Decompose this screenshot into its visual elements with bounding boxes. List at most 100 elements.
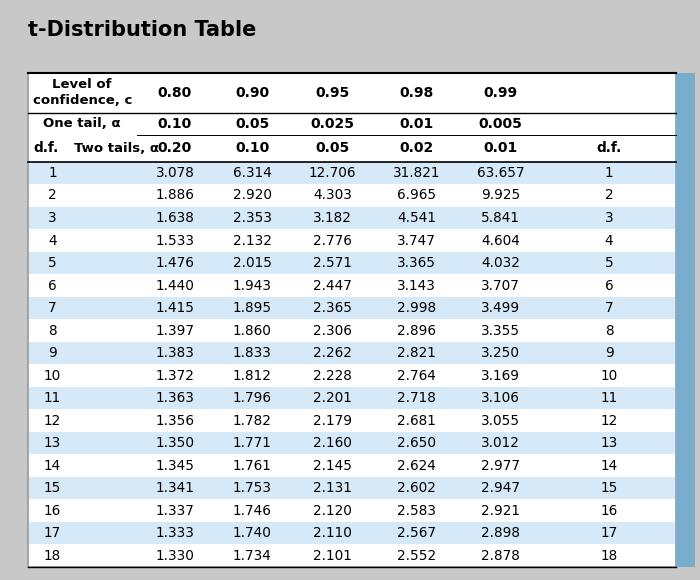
Text: 15: 15 — [44, 481, 61, 495]
Text: 0.80: 0.80 — [158, 86, 192, 100]
Text: 13: 13 — [601, 436, 617, 450]
Text: 2.567: 2.567 — [397, 527, 436, 541]
Text: 18: 18 — [44, 549, 61, 563]
Text: 3.250: 3.250 — [481, 346, 520, 360]
Text: 6.965: 6.965 — [397, 188, 436, 202]
Text: 15: 15 — [601, 481, 617, 495]
Text: 3.169: 3.169 — [481, 369, 520, 383]
Text: 1.638: 1.638 — [155, 211, 195, 225]
Text: 1.415: 1.415 — [155, 301, 195, 315]
Text: 9: 9 — [48, 346, 57, 360]
Text: t-Distribution Table: t-Distribution Table — [28, 20, 256, 40]
Text: 2.101: 2.101 — [313, 549, 352, 563]
Text: 3.365: 3.365 — [397, 256, 436, 270]
Text: 3.355: 3.355 — [481, 324, 520, 338]
Text: 1.895: 1.895 — [232, 301, 272, 315]
Text: 4.604: 4.604 — [481, 234, 520, 248]
Text: 2.898: 2.898 — [481, 527, 520, 541]
Text: Level of
confidence, c: Level of confidence, c — [33, 78, 132, 107]
Text: 2.650: 2.650 — [397, 436, 436, 450]
Text: d.f.: d.f. — [34, 142, 59, 155]
Text: 2.179: 2.179 — [313, 414, 352, 428]
FancyBboxPatch shape — [29, 297, 675, 319]
Text: 2.145: 2.145 — [313, 459, 352, 473]
Text: 11: 11 — [44, 392, 61, 405]
Text: 3: 3 — [605, 211, 613, 225]
Text: 1.740: 1.740 — [232, 527, 272, 541]
Text: 2.120: 2.120 — [313, 504, 352, 518]
Text: 4: 4 — [605, 234, 613, 248]
Text: 3: 3 — [48, 211, 57, 225]
Text: 2.571: 2.571 — [313, 256, 352, 270]
Text: 1: 1 — [48, 166, 57, 180]
Text: 1.372: 1.372 — [155, 369, 195, 383]
Text: 3.747: 3.747 — [397, 234, 436, 248]
Text: 2.896: 2.896 — [397, 324, 436, 338]
Text: 0.20: 0.20 — [158, 142, 192, 155]
Text: 18: 18 — [601, 549, 617, 563]
Text: 1.812: 1.812 — [232, 369, 272, 383]
Text: 2.132: 2.132 — [232, 234, 272, 248]
Text: 1.350: 1.350 — [155, 436, 195, 450]
Text: 0.01: 0.01 — [400, 117, 433, 130]
Text: 3.055: 3.055 — [481, 414, 520, 428]
Text: 2.262: 2.262 — [313, 346, 352, 360]
FancyBboxPatch shape — [29, 206, 675, 229]
Text: 0.02: 0.02 — [400, 142, 433, 155]
Text: 1.746: 1.746 — [232, 504, 272, 518]
Text: 2.878: 2.878 — [481, 549, 520, 563]
Text: d.f.: d.f. — [596, 142, 622, 155]
Text: 16: 16 — [601, 504, 617, 518]
Text: 1.383: 1.383 — [155, 346, 195, 360]
Text: 1.330: 1.330 — [155, 549, 195, 563]
Text: 2.110: 2.110 — [313, 527, 352, 541]
Text: 0.025: 0.025 — [311, 117, 354, 130]
Text: 1.333: 1.333 — [155, 527, 195, 541]
Text: 2.776: 2.776 — [313, 234, 352, 248]
Text: 3.707: 3.707 — [481, 278, 520, 292]
Text: 17: 17 — [601, 527, 617, 541]
Text: 63.657: 63.657 — [477, 166, 524, 180]
Text: 14: 14 — [44, 459, 61, 473]
Text: 4: 4 — [48, 234, 57, 248]
Text: 8: 8 — [48, 324, 57, 338]
Text: 12.706: 12.706 — [309, 166, 356, 180]
Text: 0.01: 0.01 — [484, 142, 517, 155]
Text: 2.764: 2.764 — [397, 369, 436, 383]
Text: 2.306: 2.306 — [313, 324, 352, 338]
Text: 0.10: 0.10 — [158, 117, 192, 130]
Text: 2.552: 2.552 — [397, 549, 436, 563]
FancyBboxPatch shape — [29, 162, 675, 184]
Text: 0.05: 0.05 — [235, 117, 269, 130]
Text: 2.977: 2.977 — [481, 459, 520, 473]
Text: 0.10: 0.10 — [235, 142, 269, 155]
FancyBboxPatch shape — [29, 387, 675, 409]
Text: 7: 7 — [48, 301, 57, 315]
Text: 0.99: 0.99 — [484, 86, 517, 100]
Text: 2: 2 — [605, 188, 613, 202]
Text: 1.860: 1.860 — [232, 324, 272, 338]
Text: 17: 17 — [44, 527, 61, 541]
Text: 3.012: 3.012 — [481, 436, 520, 450]
Text: 12: 12 — [44, 414, 61, 428]
Text: 12: 12 — [601, 414, 617, 428]
Text: 2.131: 2.131 — [313, 481, 352, 495]
Text: 1.833: 1.833 — [232, 346, 272, 360]
Text: 2.718: 2.718 — [397, 392, 436, 405]
Text: 2.998: 2.998 — [397, 301, 436, 315]
Text: 3.182: 3.182 — [313, 211, 352, 225]
Text: 1.943: 1.943 — [232, 278, 272, 292]
Text: 5.841: 5.841 — [481, 211, 520, 225]
Text: 5: 5 — [605, 256, 613, 270]
Text: 1.886: 1.886 — [155, 188, 195, 202]
Text: 4.541: 4.541 — [397, 211, 436, 225]
Text: 2.015: 2.015 — [232, 256, 272, 270]
Text: One tail, α: One tail, α — [43, 117, 121, 130]
Text: 2.947: 2.947 — [481, 481, 520, 495]
Text: 2.228: 2.228 — [313, 369, 352, 383]
Text: 2.821: 2.821 — [397, 346, 436, 360]
Text: 1.761: 1.761 — [232, 459, 272, 473]
Text: 3.078: 3.078 — [155, 166, 195, 180]
Text: 2.624: 2.624 — [397, 459, 436, 473]
Text: 10: 10 — [601, 369, 617, 383]
